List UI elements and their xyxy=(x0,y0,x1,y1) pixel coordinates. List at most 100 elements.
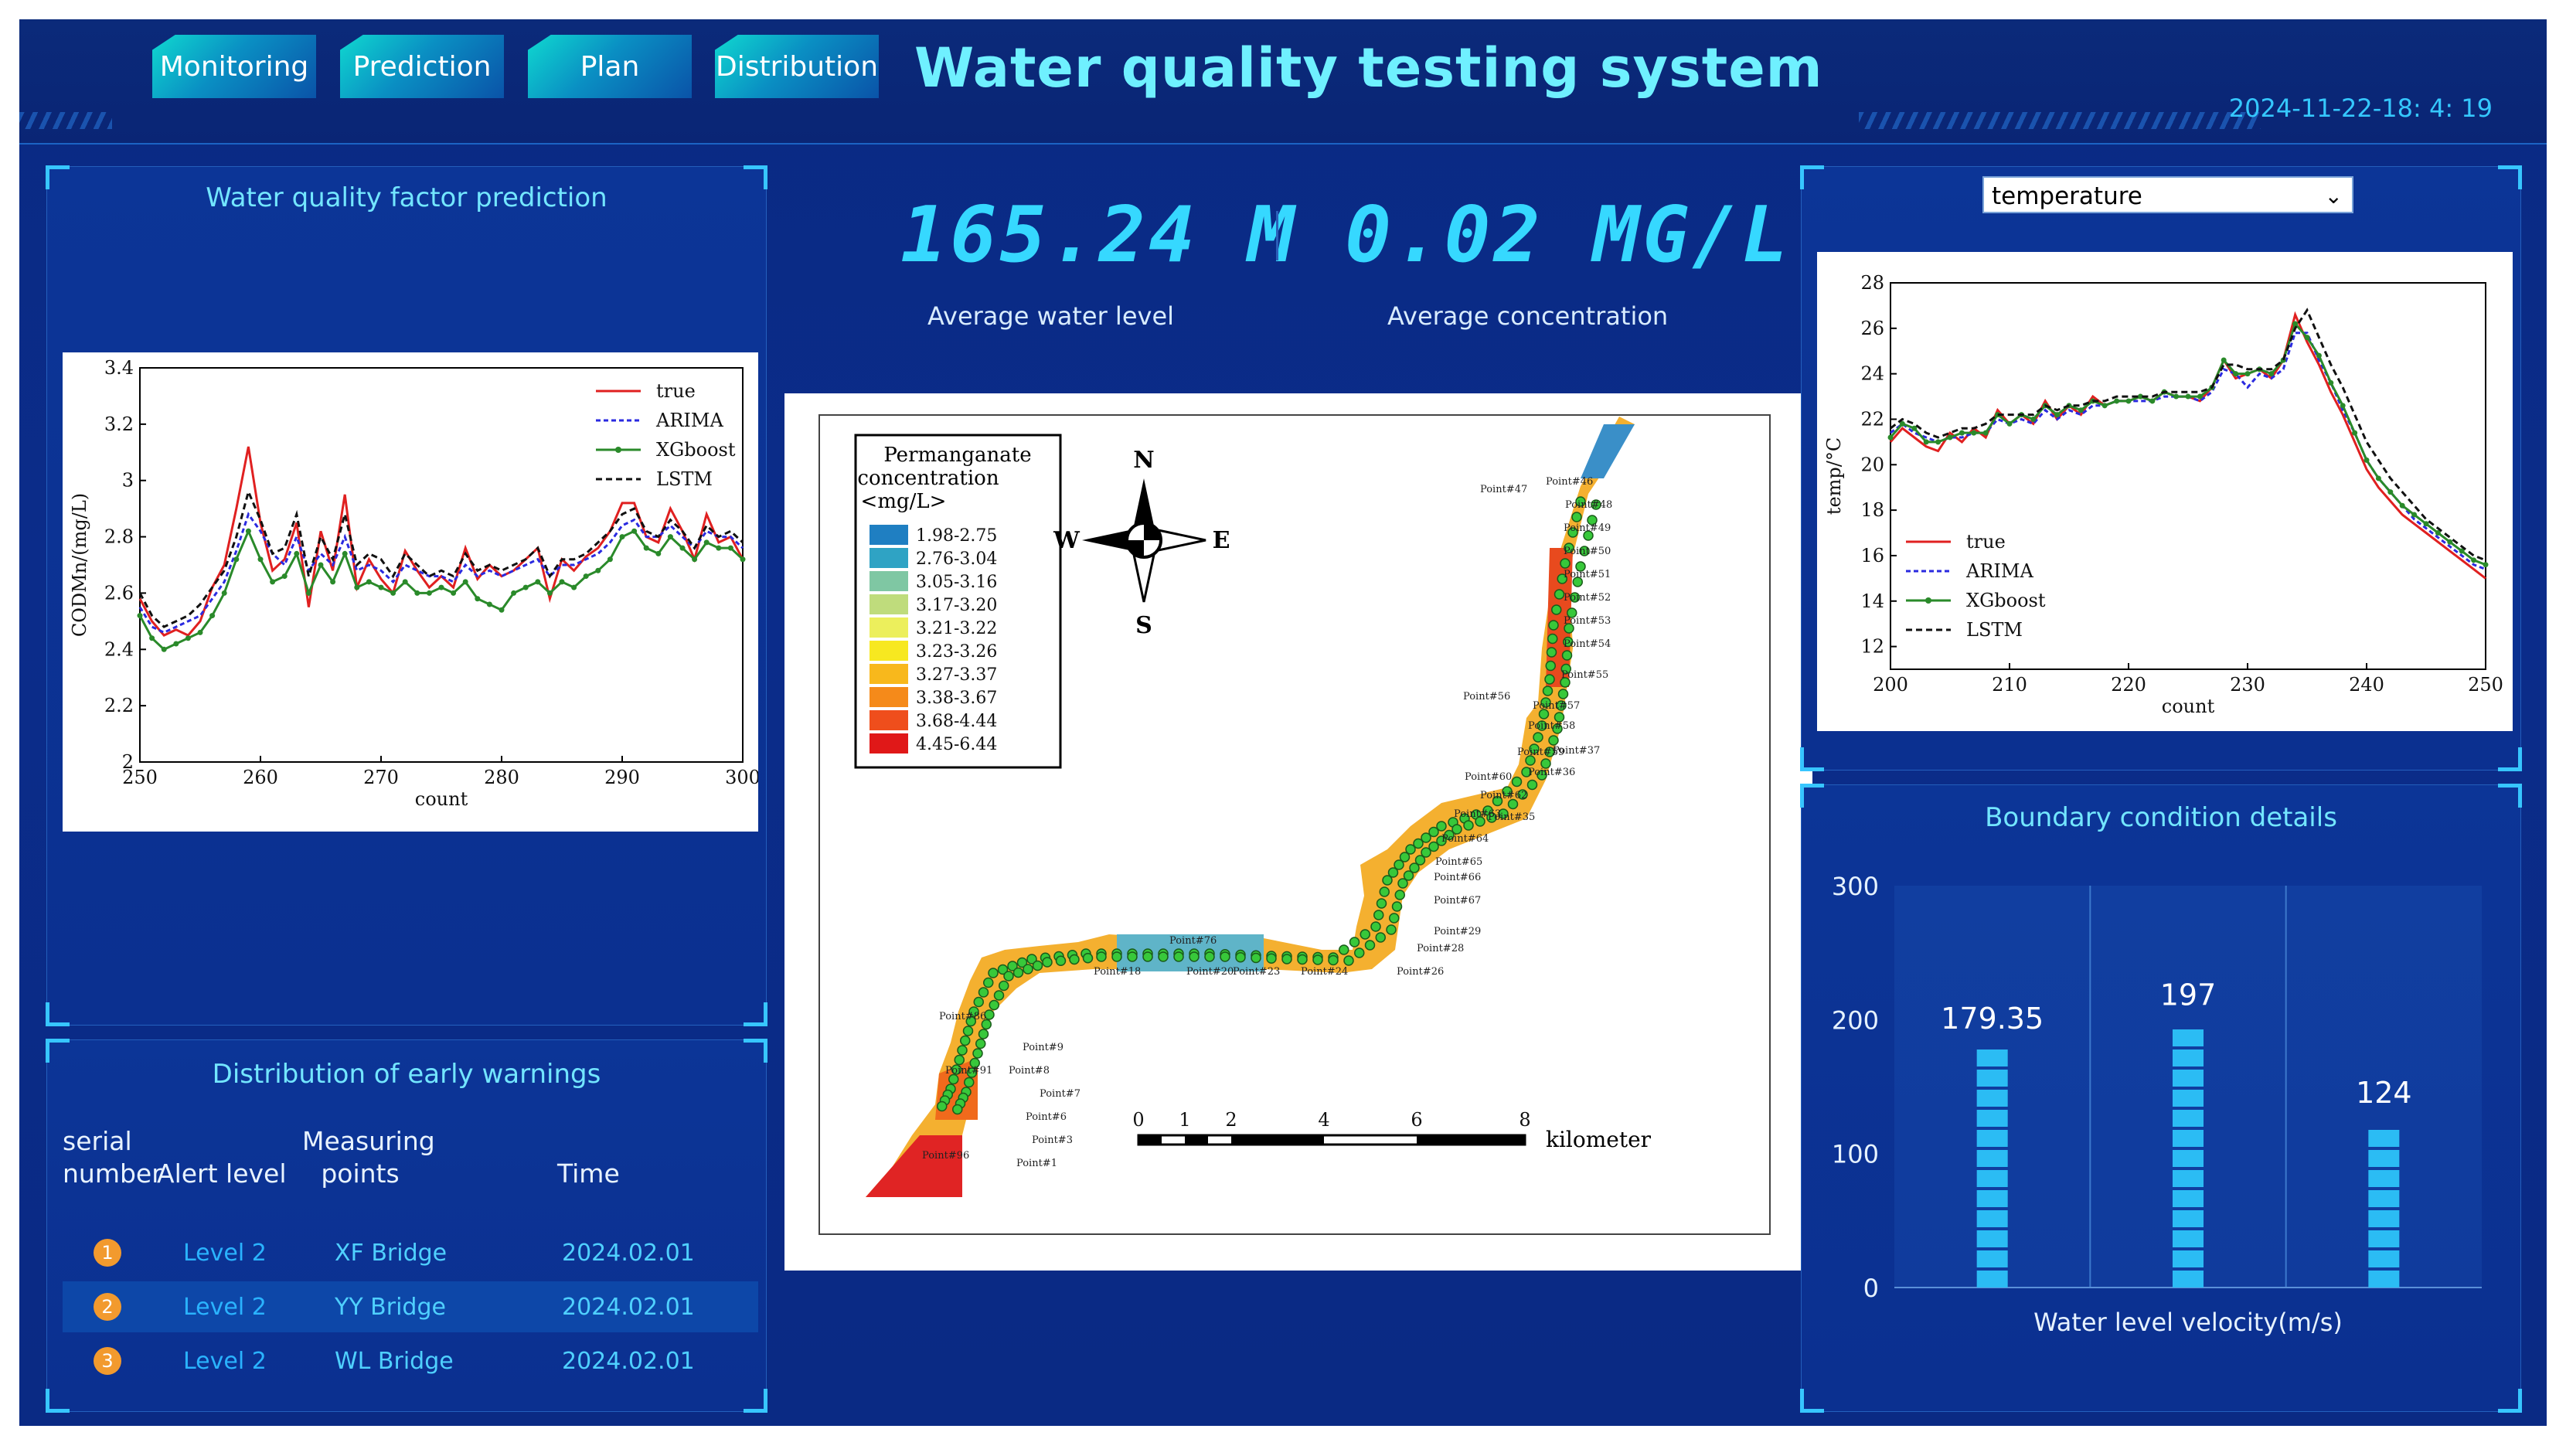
series-point xyxy=(559,579,565,585)
series-point xyxy=(378,584,384,590)
factor-select[interactable]: temperature ⌄ xyxy=(1982,176,2353,213)
legend-range-label: 4.45-6.44 xyxy=(916,735,997,754)
monitoring-point xyxy=(1007,961,1018,971)
legend-swatch xyxy=(870,710,908,730)
monitoring-point xyxy=(1266,953,1277,964)
monitoring-point xyxy=(1529,743,1540,754)
series-point xyxy=(571,584,577,590)
y-tick-label: 16 xyxy=(1860,545,1884,566)
nav-tab-prediction[interactable]: Prediction xyxy=(340,35,504,98)
series-point xyxy=(692,556,698,563)
series-point xyxy=(2471,557,2477,563)
legend-label: ARIMA xyxy=(1965,560,2033,582)
x-tick-label: 200 xyxy=(1873,674,1908,696)
series-point xyxy=(257,556,264,563)
monitoring-point xyxy=(1587,515,1598,526)
series-point xyxy=(2054,412,2061,418)
monitoring-point xyxy=(1399,852,1411,862)
top-bar: Monitoring Prediction Plan Distribution … xyxy=(19,19,2547,145)
alert-level-cell: Level 2 xyxy=(183,1294,267,1321)
series-point xyxy=(209,613,216,619)
y-tick-label: 200 xyxy=(1832,1005,1879,1035)
point-label: Point#59 xyxy=(1517,747,1564,758)
scale-tick-label: 0 xyxy=(1132,1109,1144,1131)
monitoring-point xyxy=(1173,951,1184,962)
monitoring-point xyxy=(1389,913,1400,924)
legend-swatch xyxy=(870,617,908,638)
monitoring-point xyxy=(957,1045,968,1056)
bar-segment xyxy=(2368,1130,2400,1147)
nav-tab-plan[interactable]: Plan xyxy=(528,35,692,98)
monitoring-point xyxy=(937,1101,948,1112)
series-point xyxy=(414,590,420,596)
point-label: Point#96 xyxy=(922,1150,969,1162)
monitoring-point xyxy=(1542,685,1554,696)
monitoring-point xyxy=(1545,660,1556,672)
series-point xyxy=(2304,335,2310,341)
monitoring-point xyxy=(965,1015,976,1027)
point-label: Point#50 xyxy=(1564,546,1611,557)
point-label: Point#64 xyxy=(1441,833,1489,845)
compass-n-label: N xyxy=(1133,447,1154,474)
bar-segment xyxy=(1976,1130,2008,1147)
series-point xyxy=(2292,321,2299,327)
series-point xyxy=(1959,430,1965,436)
scale-bar: 0 1 2 4 6 8 kilometer xyxy=(1132,1109,1651,1152)
boundary-panel-title: Boundary condition details xyxy=(1985,802,2337,833)
x-axis-label: count xyxy=(415,788,468,810)
bar-segment xyxy=(2173,1090,2204,1107)
chevron-down-icon: ⌄ xyxy=(2324,183,2343,209)
monitoring-point xyxy=(1498,808,1509,819)
time-cell: 2024.02.01 xyxy=(562,1240,695,1267)
bar-segment xyxy=(2368,1210,2400,1227)
monitoring-point xyxy=(1349,937,1360,947)
nav-tab-distribution[interactable]: Distribution xyxy=(715,35,879,98)
nav-tab-monitoring[interactable]: Monitoring xyxy=(152,35,316,98)
monitoring-point xyxy=(1575,561,1586,572)
point-label: Point#62 xyxy=(1480,790,1527,801)
temperature-panel: 200 210 220 230 240 250 12 14 16 18 20 22 24 26 28 coun… xyxy=(1800,165,2522,771)
monitoring-point xyxy=(993,990,1005,1001)
point-label: Point#46 xyxy=(1546,476,1593,488)
point-label: Point#29 xyxy=(1434,926,1481,937)
series-point xyxy=(2101,403,2108,409)
monitoring-point xyxy=(1526,779,1538,791)
table-row[interactable]: 1 Level 2 XF Bridge 2024.02.01 xyxy=(63,1227,758,1278)
map-legend: Permanganate concentration <mg/L> 1.98-2… xyxy=(854,434,1062,769)
series-point xyxy=(2233,371,2239,377)
monitoring-point xyxy=(997,964,1009,975)
series-point xyxy=(595,567,601,573)
point-label: Point#57 xyxy=(1533,700,1580,712)
bar-segment xyxy=(2368,1271,2400,1288)
legend-swatch xyxy=(870,664,908,684)
series-point xyxy=(740,556,746,563)
series-point xyxy=(2221,357,2227,363)
monitoring-point xyxy=(989,999,999,1011)
y-tick-label: 3.2 xyxy=(104,413,134,435)
series-line-lstm xyxy=(1890,308,2486,562)
y-axis-label: temp/°C xyxy=(1823,437,1845,515)
legend-range-label: 3.17-3.20 xyxy=(916,596,997,615)
y-tick-label: 2 xyxy=(122,751,134,773)
series-point xyxy=(305,590,311,596)
scale-tick-label: 4 xyxy=(1318,1109,1329,1131)
concentration-value: 0.02 MG/L xyxy=(1345,189,1792,280)
monitoring-point xyxy=(1547,633,1558,645)
point-label: Point#49 xyxy=(1564,522,1611,534)
y-tick-label: 2.2 xyxy=(104,695,134,716)
scale-unit-label: kilometer xyxy=(1546,1127,1652,1152)
point-label: Point#76 xyxy=(1169,935,1217,947)
header-serial-line1: serial xyxy=(63,1126,132,1156)
water-level-value: 165.24 M xyxy=(900,189,1298,280)
alert-level-cell: Level 2 xyxy=(183,1240,267,1267)
table-row[interactable]: 2 Level 2 YY Bridge 2024.02.01 xyxy=(63,1281,758,1332)
monitoring-point xyxy=(1551,604,1562,615)
monitoring-point xyxy=(1379,886,1390,897)
monitoring-point xyxy=(1525,755,1536,766)
series-point xyxy=(1935,439,1942,445)
table-row[interactable]: 3 Level 2 WL Bridge 2024.02.01 xyxy=(63,1335,758,1386)
monitoring-point xyxy=(1533,732,1543,743)
monitoring-point xyxy=(966,1067,978,1078)
series-point xyxy=(716,545,722,551)
x-tick-label: 300 xyxy=(725,767,758,788)
